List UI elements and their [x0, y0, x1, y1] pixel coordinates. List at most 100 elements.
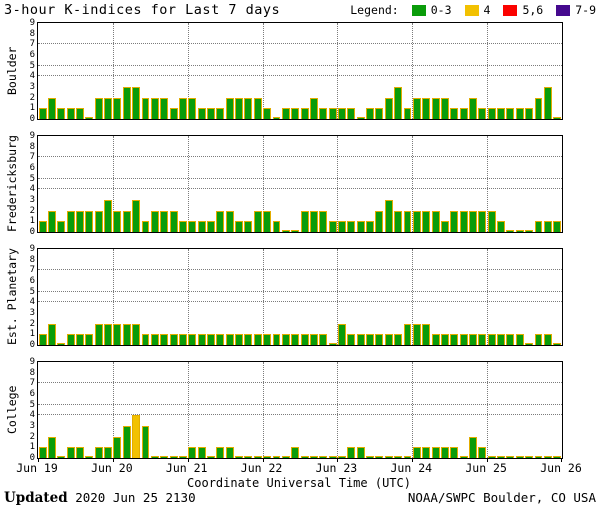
axis-tick	[412, 458, 414, 462]
k-index-bar	[309, 210, 318, 232]
k-index-bar	[431, 334, 440, 345]
k-index-bar	[281, 334, 290, 345]
k-index-bar	[188, 334, 197, 345]
k-index-bar	[366, 456, 375, 458]
k-index-bar	[506, 334, 515, 345]
y-tick-label: 6	[29, 276, 35, 286]
k-index-bar	[412, 210, 421, 232]
day-gridline	[262, 249, 264, 345]
k-index-bar	[543, 87, 552, 119]
y-tick-label: 7	[29, 378, 35, 389]
day-gridline	[487, 249, 489, 345]
day-gridline	[337, 362, 339, 458]
k-index-bar	[235, 221, 244, 232]
k-index-bar	[375, 456, 384, 458]
k-index-bar	[47, 210, 56, 232]
k-index-bar	[403, 108, 412, 119]
legend-item-label: 5,6	[522, 3, 544, 17]
k-index-bar	[328, 456, 337, 458]
k-index-bar	[553, 343, 562, 345]
axis-tick	[38, 458, 39, 462]
k-index-bar	[338, 323, 346, 345]
k-index-bar	[309, 456, 318, 458]
y-tick-label: 0	[29, 453, 35, 463]
k-index-bar	[394, 456, 403, 458]
k-index-bar	[356, 117, 365, 119]
k-index-bar	[263, 210, 272, 232]
k-index-bar	[431, 97, 440, 119]
y-tick-label: 5	[29, 399, 35, 410]
k-index-bar	[450, 210, 459, 232]
k-index-bar	[347, 221, 356, 232]
k-index-bar	[515, 230, 524, 232]
k-index-bar	[104, 447, 113, 458]
k-index-bar	[384, 97, 393, 119]
k-index-bar	[440, 221, 449, 232]
day-gridline	[487, 362, 489, 458]
k-index-bar	[132, 323, 141, 345]
k-index-bar	[291, 230, 300, 232]
legend-label: Legend:	[350, 3, 399, 17]
k-index-bar	[235, 334, 244, 345]
day-gridline	[262, 23, 264, 119]
y-tick-label: 6	[29, 163, 35, 173]
day-gridline	[112, 23, 114, 119]
k-index-bar	[141, 97, 150, 119]
h-gridline	[38, 382, 562, 384]
k-index-bar	[440, 334, 449, 345]
y-tick-label: 4	[29, 184, 35, 195]
k-index-bar	[525, 230, 534, 232]
k-index-bar	[169, 108, 178, 119]
h-gridline	[38, 301, 562, 303]
day-gridline	[487, 136, 489, 232]
k-index-bar	[160, 210, 169, 232]
k-index-bar	[515, 456, 524, 458]
day-gridline	[187, 362, 189, 458]
legend: Legend: 0-3 4 5,6 7-9	[350, 3, 596, 17]
k-index-bar	[300, 210, 309, 232]
k-index-bar	[403, 210, 412, 232]
k-index-bar	[113, 97, 122, 119]
h-gridline	[38, 269, 562, 271]
day-gridline	[262, 136, 264, 232]
k-index-bar	[244, 97, 253, 119]
axis-tick	[561, 458, 562, 462]
k-index-bar	[113, 210, 122, 232]
k-index-bar	[244, 456, 253, 458]
axis-tick	[487, 458, 489, 462]
k-index-bar	[300, 334, 309, 345]
axis-tick	[262, 458, 264, 462]
k-index-bar	[66, 210, 75, 232]
k-index-bar	[497, 334, 506, 345]
k-index-bar	[141, 221, 150, 232]
station-label: Fredericksburg	[5, 135, 19, 232]
x-tick-label: Jun 21	[165, 461, 208, 475]
y-tick-label: 8	[29, 141, 35, 152]
k-index-bar	[534, 221, 543, 232]
legend-item: 4	[464, 3, 491, 17]
day-gridline	[337, 136, 339, 232]
k-index-bar	[478, 334, 487, 345]
k-index-bar	[122, 323, 131, 345]
h-gridline	[38, 290, 562, 292]
k-index-bar	[197, 108, 206, 119]
k-index-bar	[543, 221, 552, 232]
k-index-bar	[281, 456, 290, 458]
legend-item-label: 4	[483, 3, 491, 17]
k-index-bar	[94, 323, 103, 345]
k-index-bar	[506, 108, 515, 119]
updated-line: Updated 2020 Jun 25 2130	[4, 490, 196, 506]
k-index-bar	[225, 210, 234, 232]
h-gridline	[38, 156, 562, 158]
day-gridline	[487, 23, 489, 119]
k-index-bar	[487, 108, 496, 119]
k-index-bar	[178, 221, 187, 232]
k-index-bar	[478, 447, 487, 458]
k-index-bar	[122, 426, 131, 458]
k-index-bar	[94, 210, 103, 232]
k-index-bar	[356, 221, 365, 232]
k-index-bar	[384, 456, 393, 458]
legend-swatch-icon	[556, 4, 571, 16]
k-index-bar	[497, 456, 506, 458]
k-index-bar	[553, 221, 562, 232]
